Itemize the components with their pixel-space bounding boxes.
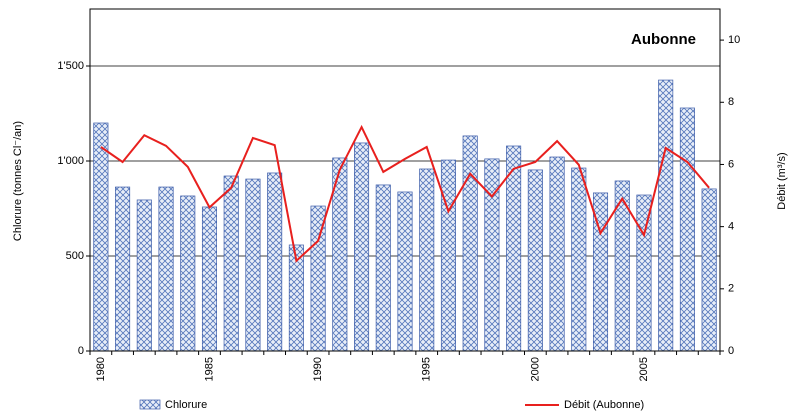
bar [375, 184, 391, 352]
x-tick-label: 2000 [529, 357, 541, 381]
bar [658, 79, 674, 352]
legend-label: Débit (Aubonne) [564, 399, 644, 411]
line [100, 124, 710, 263]
bar [223, 175, 239, 352]
bar [354, 142, 370, 352]
x-tick-label: 1985 [203, 357, 215, 381]
y2-tick-label: 0 [728, 345, 734, 357]
bar [158, 186, 174, 352]
y2-axis-label: Débit (m³/s) [776, 152, 788, 209]
bar [180, 195, 196, 352]
bar [527, 169, 543, 352]
bar [115, 186, 131, 352]
bar [679, 107, 695, 352]
bar [267, 172, 283, 352]
y-axis-label: Chlorure (tonnes Cl⁻/an) [12, 121, 24, 241]
bar [549, 156, 565, 352]
bar [701, 188, 717, 352]
legend-label: Chlorure [165, 399, 207, 411]
bar [93, 122, 109, 352]
y-tick-label: 1'500 [57, 60, 84, 72]
bar [484, 158, 500, 352]
bar [462, 135, 478, 352]
y2-tick-label: 2 [728, 283, 734, 295]
x-tick-label: 1990 [312, 357, 324, 381]
y2-tick-label: 4 [728, 221, 734, 233]
bar [201, 206, 218, 352]
y2-tick-label: 10 [728, 34, 740, 46]
y-tick-label: 500 [66, 250, 84, 262]
bar [136, 199, 152, 352]
legend-swatch [139, 399, 161, 410]
plot-frame [89, 8, 721, 352]
bar [440, 159, 456, 352]
bar [419, 168, 435, 352]
y2-tick-label: 6 [728, 158, 734, 170]
y-tick-label: 0 [78, 345, 84, 357]
bar [245, 178, 261, 352]
x-tick-label: 1995 [421, 357, 433, 381]
bar [397, 191, 413, 352]
x-tick-label: 2005 [638, 357, 650, 381]
y2-tick-label: 8 [728, 96, 734, 108]
y-tick-label: 1'000 [57, 155, 84, 167]
annotation: Aubonne [631, 31, 696, 48]
bar [571, 167, 587, 352]
x-tick-label: 1980 [95, 357, 107, 381]
